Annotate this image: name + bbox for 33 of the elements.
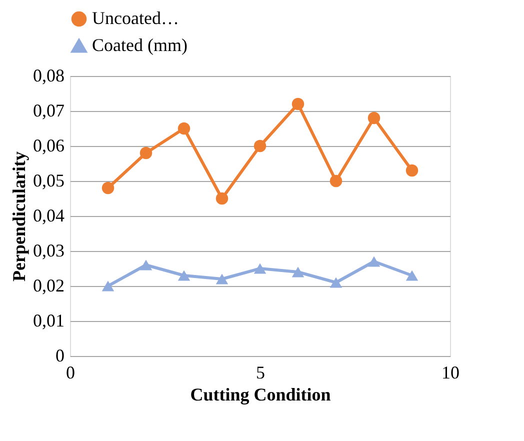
point bbox=[102, 182, 114, 194]
y-tick-label: 0,08 bbox=[33, 66, 64, 86]
x-tick-label: 10 bbox=[442, 362, 460, 382]
point bbox=[330, 277, 342, 288]
point bbox=[330, 174, 342, 188]
y-tick-label: 0,07 bbox=[33, 100, 64, 120]
point bbox=[140, 260, 152, 270]
point bbox=[216, 274, 228, 284]
point bbox=[178, 122, 190, 135]
point bbox=[292, 98, 304, 110]
legend-label: Coated (mm) bbox=[92, 35, 188, 55]
point bbox=[254, 263, 266, 274]
y-tick-label: 0,01 bbox=[33, 310, 64, 330]
y-tick-label: 0,02 bbox=[33, 276, 64, 296]
point bbox=[406, 164, 418, 177]
point bbox=[406, 270, 418, 281]
x-axis-title: Cutting Condition bbox=[190, 384, 331, 404]
x-tick-label: 5 bbox=[256, 362, 265, 382]
point bbox=[368, 112, 380, 124]
point bbox=[292, 266, 304, 278]
y-tick-label: 0 bbox=[56, 346, 64, 366]
y-tick-label: 0,05 bbox=[33, 170, 64, 190]
point bbox=[102, 280, 114, 292]
point bbox=[216, 192, 228, 205]
point bbox=[140, 146, 152, 160]
y-axis-title: Perpendicularity bbox=[9, 152, 29, 282]
point bbox=[178, 270, 190, 281]
point bbox=[368, 256, 380, 267]
y-tick-label: 0,03 bbox=[33, 240, 64, 260]
y-tick-label: 0,06 bbox=[33, 136, 64, 156]
y-tick-label: 0,04 bbox=[33, 206, 64, 226]
point bbox=[254, 140, 266, 152]
legend-label: Uncoated… bbox=[92, 8, 179, 28]
